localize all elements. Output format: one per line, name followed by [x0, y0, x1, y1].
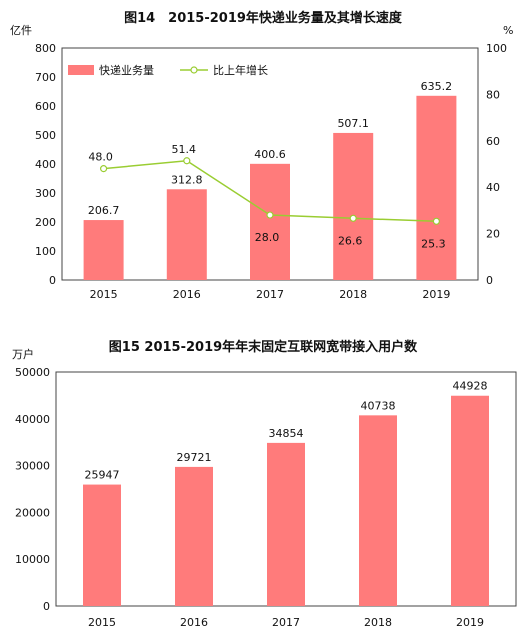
chart2-y-tick: 40000 [15, 413, 50, 426]
chart1-bar-label: 635.2 [421, 80, 453, 93]
chart1-y2-unit: % [503, 24, 513, 37]
chart2-x-tick: 2019 [456, 616, 484, 629]
chart1-bar-label: 507.1 [337, 117, 369, 130]
chart1-x-tick: 2018 [339, 288, 367, 301]
chart1-y2-tick: 80 [486, 88, 500, 101]
chart1-legend-bar-swatch [68, 65, 94, 75]
chart1-y-tick: 200 [35, 216, 56, 229]
chart1-growth-label: 48.0 [88, 151, 113, 164]
chart1-x-tick: 2016 [173, 288, 201, 301]
chart1-x-tick: 2017 [256, 288, 284, 301]
chart2-y-unit: 万户 [12, 347, 34, 361]
chart1-growth-label: 28.0 [255, 231, 280, 244]
chart1-bar-2016 [166, 189, 207, 280]
chart1-bar-2019 [416, 95, 457, 281]
chart1-y-tick: 600 [35, 100, 56, 113]
chart1-x-tick: 2019 [422, 288, 450, 301]
chart1-y2-tick: 40 [486, 181, 500, 194]
chart1-title: 图14 2015-2019年快递业务量及其增长速度 [124, 10, 403, 26]
chart1-bar-label: 400.6 [254, 148, 286, 161]
chart2-bar-label: 34854 [269, 427, 304, 440]
chart1-legend-line-label: 比上年增长 [213, 63, 268, 77]
chart1-legend-bar-label: 快递业务量 [99, 63, 154, 77]
chart2-y-tick: 50000 [15, 366, 50, 379]
chart1-growth-label: 51.4 [172, 143, 197, 156]
chart1-growth-label: 25.3 [421, 237, 446, 250]
chart1-y-tick: 0 [49, 274, 56, 287]
chart1-legend-line-marker [190, 66, 198, 74]
chart2-title: 图15 2015-2019年年末固定互联网宽带接入用户数 [109, 339, 418, 355]
chart2-x-tick: 2016 [180, 616, 208, 629]
chart2-y-tick: 20000 [15, 506, 50, 519]
chart2-bar-2018 [359, 415, 397, 606]
chart2-bar-2015 [83, 484, 121, 606]
chart1-y-tick: 400 [35, 158, 56, 171]
chart2-bar-label: 29721 [177, 451, 212, 464]
chart1-y2-tick: 60 [486, 135, 500, 148]
chart1-bar-2017 [250, 163, 290, 280]
chart1-y-tick: 300 [35, 187, 56, 200]
chart2-bar-2016 [175, 466, 213, 606]
chart1-bar-2018 [333, 132, 374, 280]
chart1-x-tick: 2015 [90, 288, 118, 301]
chart1-growth-point-2017 [266, 211, 274, 219]
chart2-bar-label: 25947 [85, 469, 120, 482]
chart2-x-tick: 2017 [272, 616, 300, 629]
chart2-bar-label: 44928 [453, 380, 488, 393]
chart1-growth-point-2016 [183, 157, 191, 165]
chart1-growth-point-2015 [99, 165, 108, 173]
chart1-bar-label: 312.8 [171, 173, 203, 186]
chart1-y-tick: 700 [35, 71, 56, 84]
chart2-y-tick: 10000 [15, 553, 50, 566]
chart2-bar-label: 40738 [361, 399, 396, 412]
chart1-growth-point-2019 [432, 217, 440, 225]
chart1-bar-2015 [83, 220, 124, 280]
chart1-y-tick: 500 [35, 129, 56, 142]
chart2-x-tick: 2018 [364, 616, 392, 629]
chart2-y-tick: 30000 [15, 460, 50, 473]
chart1-y2-tick: 100 [486, 42, 507, 55]
chart2-y-tick: 0 [43, 600, 50, 613]
chart1-y2-tick: 0 [486, 274, 493, 287]
chart1-y-tick: 100 [35, 245, 56, 258]
chart2-bar-2019 [451, 395, 489, 606]
chart1-growth-label: 26.6 [338, 234, 363, 247]
chart1-bar-label: 206.7 [88, 204, 120, 217]
chart1-growth-point-2018 [349, 214, 357, 222]
chart2-bar-2017 [267, 442, 305, 606]
chart1-y-unit: 亿件 [10, 24, 32, 37]
chart2-x-tick: 2015 [88, 616, 116, 629]
chart1-y-tick: 800 [35, 42, 56, 55]
chart1-y2-tick: 20 [486, 228, 500, 241]
